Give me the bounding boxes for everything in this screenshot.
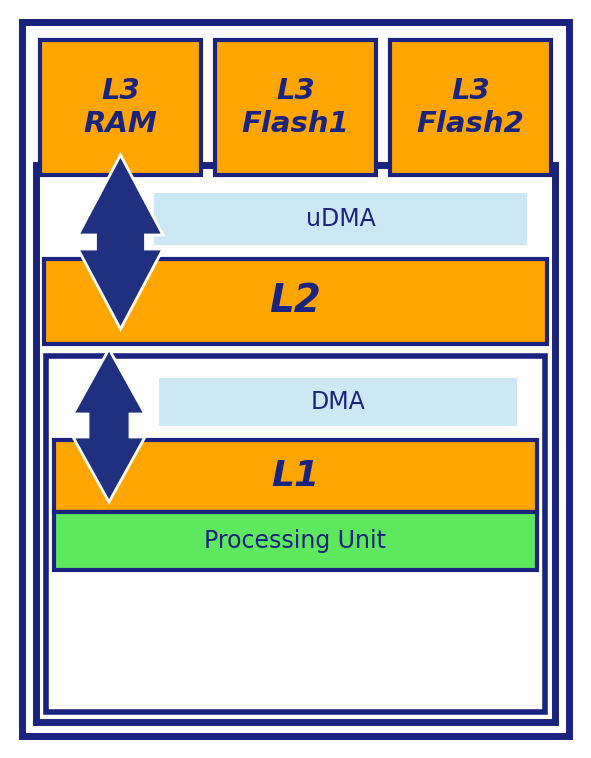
Text: Processing Unit: Processing Unit — [204, 529, 387, 553]
Bar — [159, 378, 517, 426]
Bar — [215, 40, 376, 175]
Bar — [390, 40, 551, 175]
Text: DMA: DMA — [311, 390, 365, 414]
Text: L3
Flash1: L3 Flash1 — [242, 77, 349, 138]
Bar — [46, 356, 545, 712]
Text: uDMA: uDMA — [306, 207, 375, 231]
Text: L3
RAM: L3 RAM — [83, 77, 157, 138]
Bar — [40, 40, 201, 175]
Text: L2: L2 — [269, 283, 322, 321]
Polygon shape — [78, 155, 163, 329]
Bar — [44, 259, 547, 344]
Text: L3
Flash2: L3 Flash2 — [417, 77, 524, 138]
Polygon shape — [73, 349, 145, 502]
Bar — [36, 165, 555, 722]
Bar — [54, 512, 537, 570]
Bar — [54, 440, 537, 512]
Bar — [154, 193, 527, 245]
Text: L1: L1 — [271, 459, 320, 493]
